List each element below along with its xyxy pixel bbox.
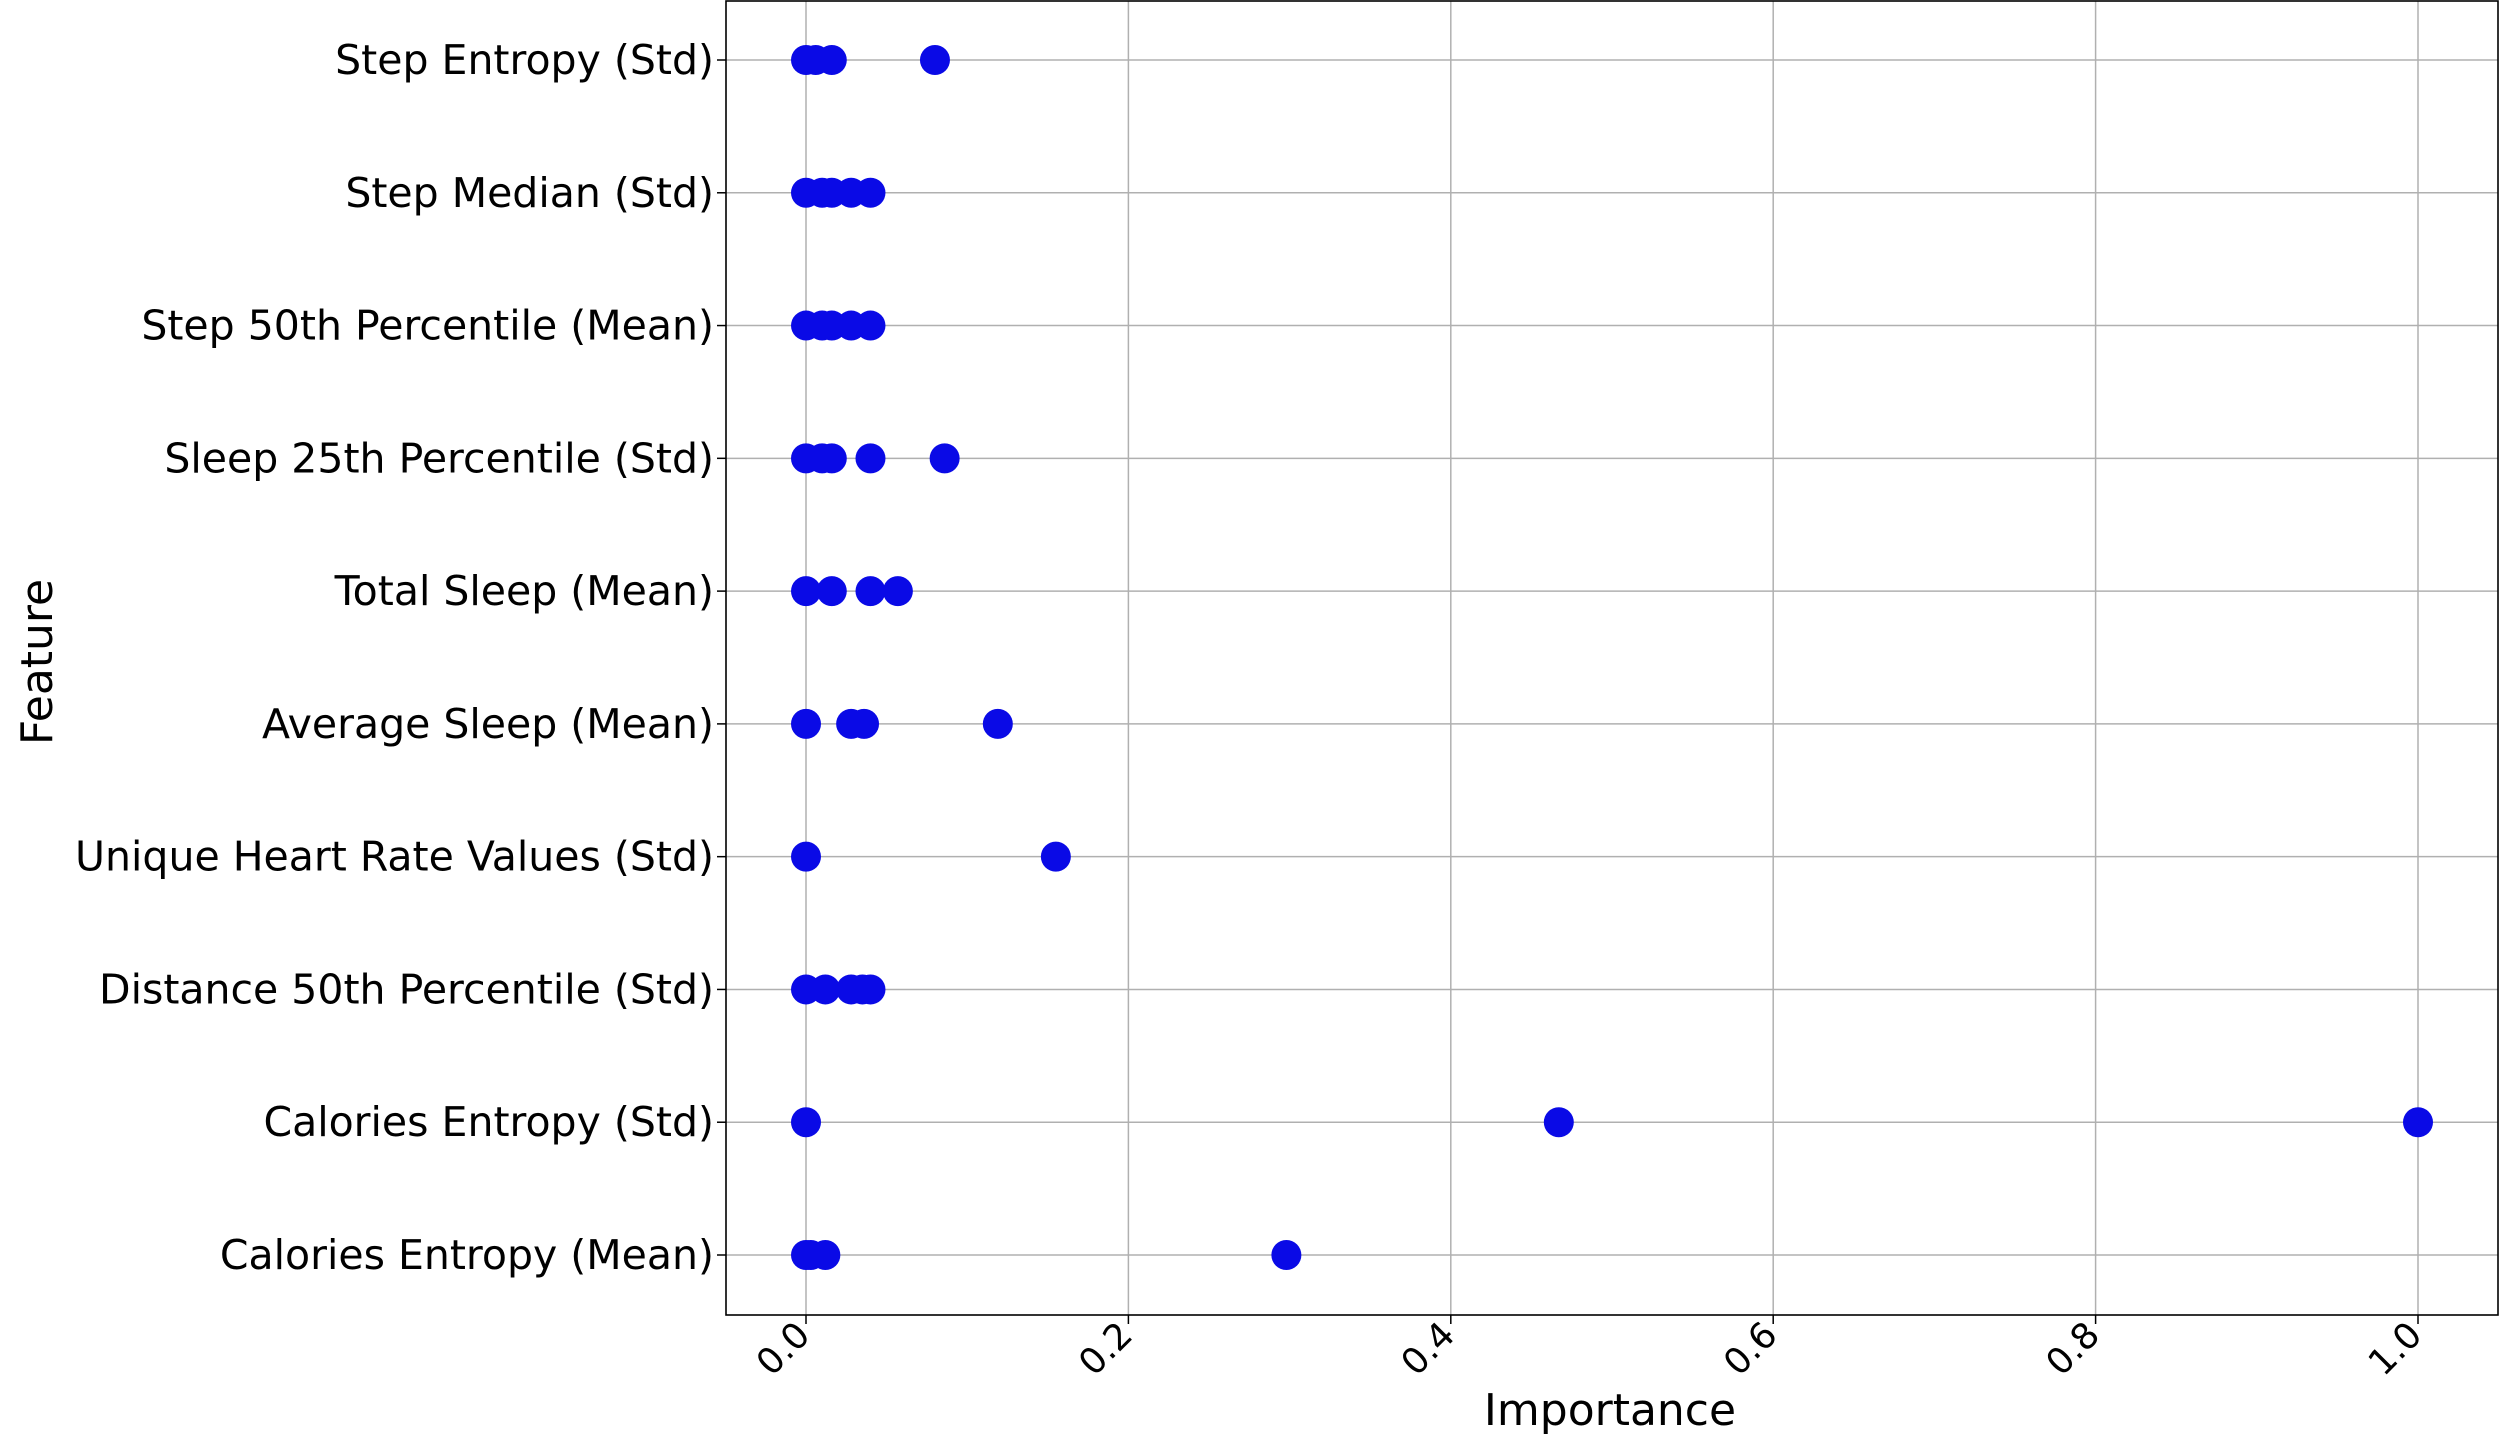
y-tick-label: Unique Heart Rate Values (Std)	[75, 833, 714, 881]
data-point	[855, 974, 886, 1005]
y-tick-label: Step Entropy (Std)	[335, 36, 714, 84]
data-point	[791, 708, 821, 739]
data-point	[882, 576, 913, 607]
data-point	[810, 974, 841, 1005]
data-point	[816, 576, 847, 607]
grid	[726, 1, 2498, 1315]
data-point	[929, 443, 960, 474]
data-point	[816, 443, 847, 474]
data-point	[982, 708, 1013, 739]
y-tick-label: Sleep 25th Percentile (Std)	[164, 434, 714, 482]
y-tick-label: Average Sleep (Mean)	[262, 700, 714, 748]
data-point	[1040, 841, 1071, 872]
y-axis-label: Feature	[12, 579, 63, 745]
y-tick-label: Calories Entropy (Mean)	[220, 1231, 714, 1279]
data-point	[919, 45, 950, 75]
data-point	[791, 1107, 821, 1138]
y-tick-labels: Calories Entropy (Mean) Calories Entropy …	[75, 36, 726, 1279]
data-point	[855, 576, 886, 607]
y-tick-label: Step Median (Std)	[345, 169, 714, 217]
data-point	[855, 310, 886, 341]
y-tick-label: Calories Entropy (Std)	[263, 1098, 714, 1146]
y-tick-label: Distance 50th Percentile (Std)	[99, 965, 714, 1013]
data-point	[855, 177, 886, 208]
data-point	[1543, 1107, 1574, 1138]
y-tick-label: Step 50th Percentile (Mean)	[141, 302, 714, 350]
data-points	[791, 45, 2433, 1270]
plot-frame	[725, 0, 2499, 1316]
data-point	[810, 1240, 841, 1270]
data-point	[791, 841, 821, 872]
data-point	[791, 576, 821, 607]
data-point	[1271, 1240, 1302, 1270]
data-point	[2403, 1107, 2433, 1138]
x-axis-label: Importance	[1484, 1385, 1736, 1436]
data-point	[816, 45, 847, 75]
data-point	[849, 708, 880, 739]
y-tick-label: Total Sleep (Mean)	[334, 567, 714, 615]
data-point	[855, 443, 886, 474]
